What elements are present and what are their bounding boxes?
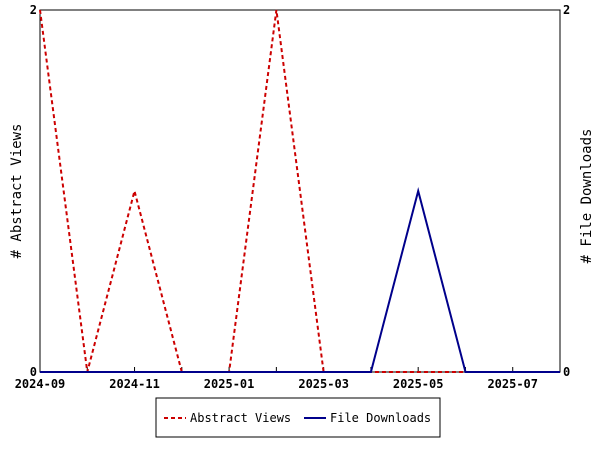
x-tick-label: 2025-03 xyxy=(298,377,349,391)
y-axis-title-left: # Abstract Views xyxy=(9,124,25,259)
y-tick-label-right: 0 xyxy=(563,365,570,379)
x-tick-label: 2024-09 xyxy=(15,377,66,391)
series-lines xyxy=(39,9,560,373)
y-tick-label-right: 2 xyxy=(563,3,570,17)
legend-label-file-downloads: File Downloads xyxy=(330,411,431,425)
x-tick-label: 2025-05 xyxy=(393,377,444,391)
series-line-file-downloads xyxy=(40,187,560,373)
plot-area xyxy=(39,9,561,373)
y-tick-label-left: 0 xyxy=(30,365,37,379)
legend-box xyxy=(155,397,441,438)
x-tick-label: 2024-11 xyxy=(109,377,160,391)
y-tick-label-left: 2 xyxy=(30,3,37,17)
x-axis-ticks: 2024-09 2024-11 2025-01 2025-03 2025-05 2025-… xyxy=(15,367,561,391)
x-tick-label: 2025-01 xyxy=(204,377,255,391)
x-tick-label: 2025-07 xyxy=(487,377,538,391)
legend-label-abstract-views: Abstract Views xyxy=(190,411,291,425)
y-axis-title-right: # File Downloads xyxy=(579,129,595,264)
legend: Abstract Views File Downloads xyxy=(155,397,441,438)
